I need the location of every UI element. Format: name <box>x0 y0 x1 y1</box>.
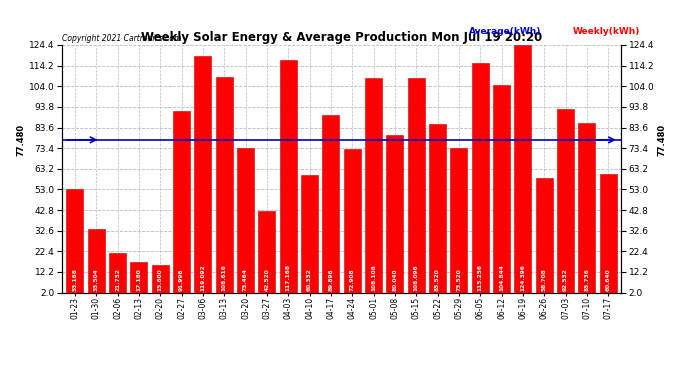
Bar <box>152 265 169 297</box>
Bar <box>173 111 190 297</box>
Text: Average(kWh): Average(kWh) <box>469 27 542 36</box>
Bar <box>258 211 275 297</box>
Bar <box>216 77 233 297</box>
Text: 73.464: 73.464 <box>243 268 248 291</box>
Bar <box>322 115 339 297</box>
Bar <box>514 45 531 297</box>
Text: 117.168: 117.168 <box>286 264 290 291</box>
Bar <box>365 78 382 297</box>
Text: 33.504: 33.504 <box>94 269 99 291</box>
Bar <box>472 63 489 297</box>
Bar <box>88 229 105 297</box>
Text: 17.180: 17.180 <box>137 269 141 291</box>
Bar <box>301 174 318 297</box>
Text: 73.520: 73.520 <box>456 269 462 291</box>
Text: 21.732: 21.732 <box>115 268 120 291</box>
Text: 85.736: 85.736 <box>584 268 589 291</box>
Title: Weekly Solar Energy & Average Production Mon Jul 19 20:20: Weekly Solar Energy & Average Production… <box>141 31 542 44</box>
Text: 42.520: 42.520 <box>264 269 269 291</box>
Bar <box>535 178 553 297</box>
Text: 15.600: 15.600 <box>158 269 163 291</box>
Bar <box>237 148 254 297</box>
Bar <box>493 84 510 297</box>
Text: 119.092: 119.092 <box>200 265 206 291</box>
Bar <box>386 135 404 297</box>
Bar <box>195 56 211 297</box>
Bar <box>429 124 446 297</box>
Text: 58.708: 58.708 <box>542 269 546 291</box>
Text: 85.520: 85.520 <box>435 269 440 291</box>
Text: 80.040: 80.040 <box>393 269 397 291</box>
Text: 108.616: 108.616 <box>221 265 227 291</box>
Text: 77.480: 77.480 <box>17 124 26 156</box>
Text: 104.844: 104.844 <box>499 265 504 291</box>
Text: Copyright 2021 Cartronics.com: Copyright 2021 Cartronics.com <box>62 33 181 42</box>
Text: Weekly(kWh): Weekly(kWh) <box>573 27 640 36</box>
Bar <box>557 110 574 297</box>
Text: 72.908: 72.908 <box>350 269 355 291</box>
Text: 60.640: 60.640 <box>606 269 611 291</box>
Text: 91.996: 91.996 <box>179 269 184 291</box>
Text: 92.532: 92.532 <box>563 269 568 291</box>
Text: 77.480: 77.480 <box>658 124 667 156</box>
Bar <box>279 60 297 297</box>
Bar <box>578 123 595 297</box>
Text: 108.108: 108.108 <box>371 265 376 291</box>
Bar <box>66 189 83 297</box>
Text: 108.096: 108.096 <box>414 265 419 291</box>
Bar <box>408 78 425 297</box>
Bar <box>109 253 126 297</box>
Text: 89.896: 89.896 <box>328 269 333 291</box>
Text: 60.332: 60.332 <box>307 269 312 291</box>
Text: 124.396: 124.396 <box>520 265 525 291</box>
Text: 53.168: 53.168 <box>72 268 77 291</box>
Text: 115.256: 115.256 <box>477 264 483 291</box>
Bar <box>344 149 361 297</box>
Bar <box>451 148 467 297</box>
Bar <box>130 262 148 297</box>
Bar <box>600 174 617 297</box>
